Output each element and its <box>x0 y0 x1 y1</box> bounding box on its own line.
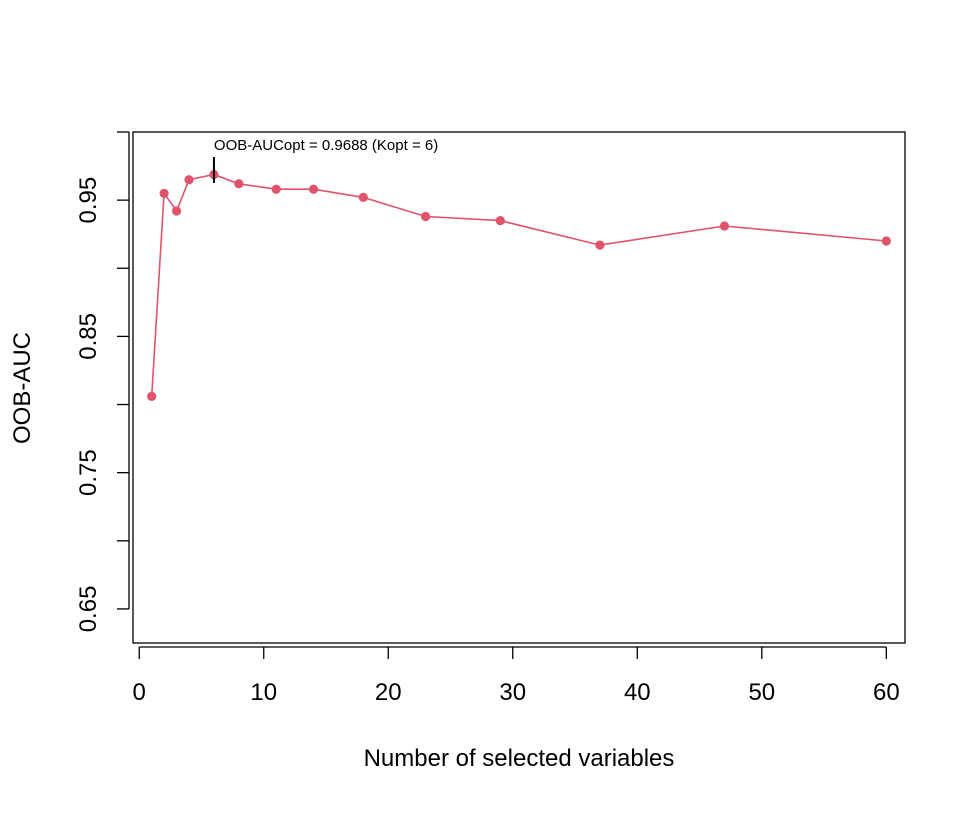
x-tick-label: 50 <box>748 679 775 706</box>
data-point <box>358 192 368 203</box>
annotation-layer: OOB-AUCopt = 0.9688 (Kopt = 6) <box>212 137 438 183</box>
data-point <box>881 236 891 246</box>
x-tick-label: 30 <box>499 679 526 706</box>
data-point <box>147 391 157 401</box>
x-tick-label: 10 <box>250 679 277 706</box>
data-point <box>271 184 281 194</box>
x-tick-label: 40 <box>624 679 651 706</box>
y-tick-label: 0.65 <box>75 586 102 633</box>
data-point <box>495 215 505 226</box>
series-layer <box>147 169 891 401</box>
y-tick-label: 0.95 <box>75 177 102 224</box>
x-axis: 0 10 20 30 40 50 60 <box>133 646 900 706</box>
x-axis-label: Number of selected variables <box>364 745 675 772</box>
x-tick-label: 60 <box>873 679 900 706</box>
data-point <box>719 221 730 231</box>
series-line <box>150 173 887 397</box>
y-axis-label: OOB-AUC <box>9 332 36 444</box>
y-tick-label: 0.85 <box>75 313 102 360</box>
data-point <box>184 175 194 185</box>
data-point <box>421 211 431 222</box>
y-tick-label: 0.75 <box>75 449 102 496</box>
data-point <box>234 179 244 189</box>
data-point <box>159 188 169 198</box>
x-tick-label: 0 <box>133 679 146 706</box>
x-tick-label: 20 <box>375 679 402 706</box>
y-axis: 0.65 0.75 0.85 0.95 <box>75 131 130 633</box>
data-point <box>595 240 605 250</box>
optimum-annotation: OOB-AUCopt = 0.9688 (Kopt = 6) <box>214 137 438 154</box>
data-point <box>308 184 319 194</box>
plot-frame <box>132 131 906 644</box>
data-point <box>171 206 182 216</box>
